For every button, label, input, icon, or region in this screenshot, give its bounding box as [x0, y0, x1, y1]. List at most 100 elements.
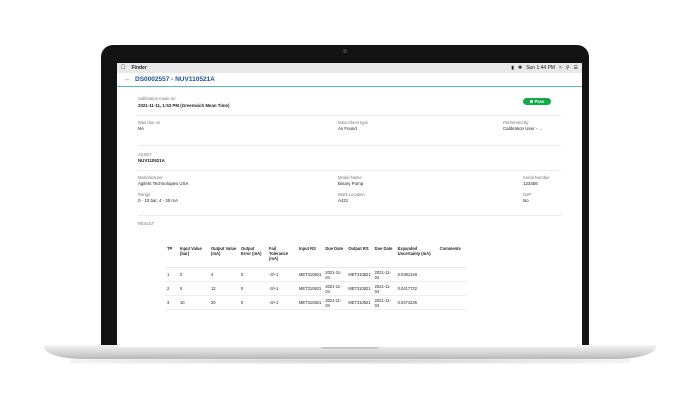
bluetooth-icon[interactable]: ✱	[517, 65, 523, 71]
gxp-label: GxP	[523, 192, 532, 197]
data-sheet-type-value: As Found	[338, 126, 357, 131]
result-table: TP Input Value (bar) Output Value (mA) Outp…	[165, 245, 466, 310]
data-sheet-type-label: Data Sheet type	[338, 120, 369, 125]
table-cell: 12	[209, 281, 239, 296]
performed-by-field: Performed By Calibration User - ...	[503, 120, 542, 131]
table-cell	[437, 295, 466, 310]
table-cell: 0.0417732	[395, 281, 438, 296]
table-cell: 2021-11-04	[372, 267, 396, 282]
manufacturer-value: Agilent Technologies USA	[138, 181, 189, 186]
column-header[interactable]: Due Date	[323, 245, 347, 268]
column-header[interactable]: TP	[165, 245, 178, 268]
calibration-made-label: Calibration made on	[138, 96, 176, 101]
table-cell: MET310821	[297, 295, 324, 310]
table-cell: 4	[209, 267, 239, 282]
work-location-value: A421	[338, 198, 349, 203]
model-name-label: Model Name	[338, 175, 362, 180]
table-cell: MET310821	[346, 281, 373, 296]
performed-by-label: Performed By	[503, 120, 529, 125]
table-cell: MET310821	[297, 267, 324, 282]
record-header: ← DS0002557 - NUV110521A	[117, 73, 582, 87]
performed-by-value[interactable]: Calibration User - ...	[503, 126, 543, 131]
table-body: 1 0 4 0 -3/+1 MET310821 2021-11-04 MET310821 202…	[165, 267, 466, 310]
column-header[interactable]: Expanded Uncertainty (mA)	[395, 245, 438, 268]
work-location-label: Work Location	[338, 192, 365, 197]
status-badge: Pass	[523, 98, 551, 105]
table-cell: 2021-11-04	[323, 267, 347, 282]
menu-list-icon[interactable]: ☰	[573, 65, 578, 71]
result-table-container: TP Input Value (bar) Output Value (mA) Outp…	[165, 245, 466, 310]
table-cell: 0	[239, 295, 267, 310]
table-cell: MET310821	[297, 281, 324, 296]
column-header[interactable]: Comments	[437, 245, 466, 268]
apple-logo-icon[interactable]: 	[121, 65, 126, 71]
mac-menu-bar:  Finder ▮ ✱ Sun 1:44 PM ≈ ⚲ ☰	[117, 63, 582, 73]
work-location-field: Work Location A421	[338, 192, 365, 203]
record-title: DS0002557 - NUV110521A	[135, 76, 215, 83]
serial-number-field: Serial Number 123456	[523, 175, 550, 186]
table-row[interactable]: 2 5 12 0 -3/+1 MET310821 2021-11-04 MET310821 20…	[165, 281, 466, 296]
table-header-row: TP Input Value (bar) Output Value (mA) Outp…	[165, 245, 466, 268]
gxp-value: No	[523, 198, 529, 203]
was-due-label: Was due on	[138, 120, 161, 125]
laptop-screen:  Finder ▮ ✱ Sun 1:44 PM ≈ ⚲ ☰ ← DS00025…	[117, 63, 582, 347]
was-due-field: Was due on NA	[138, 120, 160, 131]
column-header[interactable]: Output Error (mA)	[239, 245, 267, 268]
table-row[interactable]: 1 0 4 0 -3/+1 MET310821 2021-11-04 MET310821 202…	[165, 267, 466, 282]
column-header[interactable]: Due Date	[372, 245, 396, 268]
column-header[interactable]: Input RS	[297, 245, 324, 268]
back-arrow-icon[interactable]: ←	[124, 76, 131, 83]
wifi-icon[interactable]: ≈	[559, 65, 562, 71]
column-header[interactable]: Output Value (mA)	[209, 245, 239, 268]
gxp-field: GxP No	[523, 192, 531, 203]
was-due-value: NA	[138, 126, 145, 131]
range-field: Range 0 - 10 bar, 4 - 20 mA	[138, 192, 178, 203]
column-header[interactable]: Input Value (bar)	[178, 245, 209, 268]
laptop-shadow	[70, 358, 630, 364]
table-cell: 0	[239, 267, 267, 282]
table-cell: -3/+1	[267, 281, 297, 296]
status-badge-label: Pass	[534, 99, 545, 104]
table-cell: 0	[239, 281, 267, 296]
audio-icon[interactable]: ▮	[511, 65, 514, 71]
camera-icon	[343, 49, 347, 53]
range-value: 0 - 10 bar, 4 - 20 mA	[138, 198, 179, 203]
data-sheet-type-field: Data Sheet type As Found	[338, 120, 368, 131]
table-cell: 1	[165, 267, 178, 282]
manufacturer-field: Manufacturer Agilent Technologies USA	[138, 175, 188, 186]
table-cell: 2021-11-04	[323, 281, 347, 296]
calibration-made-section: Calibration made on 2021-11-11, 1:53 PM …	[138, 92, 561, 116]
table-cell	[437, 267, 466, 282]
range-label: Range	[138, 192, 151, 197]
table-cell: -3/+1	[267, 267, 297, 282]
column-header[interactable]: Output RS	[346, 245, 373, 268]
table-cell: 20	[209, 295, 239, 310]
table-cell: 0.0474236	[395, 295, 438, 310]
laptop-base	[44, 345, 656, 359]
table-cell: 2021-11-04	[372, 295, 396, 310]
asset-section-label: ASSET	[138, 152, 152, 157]
result-section: RESULT	[138, 216, 561, 228]
calibration-made-value: 2021-11-11, 1:53 PM (Greenwich Mean Time…	[138, 103, 230, 108]
menu-clock[interactable]: Sun 1:44 PM	[526, 65, 556, 71]
table-cell: 5	[178, 281, 209, 296]
search-icon[interactable]: ⚲	[565, 65, 570, 71]
model-name-value: Binary Pump	[338, 181, 364, 186]
result-section-label: RESULT	[138, 221, 155, 226]
table-cell: 10	[178, 295, 209, 310]
model-name-field: Model Name Binary Pump	[338, 175, 363, 186]
asset-id: NUV110521A	[138, 158, 165, 163]
table-cell: 2021-11-04	[372, 281, 396, 296]
table-cell: MET310821	[346, 295, 373, 310]
serial-number-label: Serial Number	[523, 175, 550, 180]
table-cell: -3/+1	[267, 295, 297, 310]
status-dot-icon	[529, 100, 533, 103]
table-cell: 0.0381248	[395, 267, 438, 282]
serial-number-value: 123456	[523, 181, 538, 186]
table-cell: 0	[178, 267, 209, 282]
table-row[interactable]: 3 10 20 0 -3/+1 MET310821 2021-11-04 MET310821 2…	[165, 295, 466, 310]
menu-app-name[interactable]: Finder	[127, 65, 147, 71]
table-cell: 3	[165, 295, 178, 310]
column-header[interactable]: Fail Tolerance (mA)	[267, 245, 297, 268]
laptop-notch	[320, 345, 380, 349]
